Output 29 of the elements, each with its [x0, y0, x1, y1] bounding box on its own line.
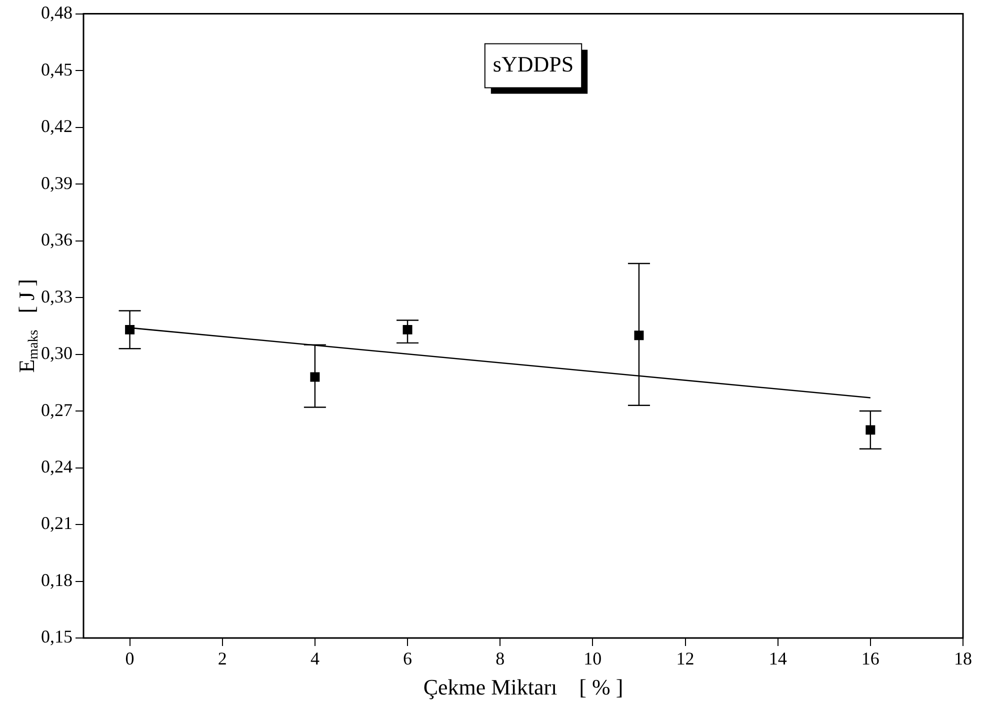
y-tick-label: 0,33: [41, 286, 72, 306]
y-tick-label: 0,48: [41, 2, 72, 23]
x-tick-label: 0: [125, 648, 134, 669]
y-tick-label: 0,42: [41, 116, 72, 136]
y-tick-label: 0,30: [41, 343, 72, 364]
x-tick-label: 14: [768, 648, 787, 669]
x-tick-label: 18: [954, 648, 972, 669]
x-axis-title: Çekme Miktarı [ % ]: [423, 674, 624, 700]
point: [866, 425, 876, 435]
point: [310, 372, 320, 382]
x-tick-label: 6: [403, 648, 412, 669]
y-tick-label: 0,39: [41, 172, 72, 193]
y-axis-title: Emaks [ J ]: [14, 279, 42, 373]
y-tick-label: 0,45: [41, 59, 72, 80]
y-tick-label: 0,24: [41, 456, 72, 476]
x-tick-label: 12: [676, 648, 694, 669]
x-tick-label: 2: [218, 648, 227, 669]
x-tick-label: 16: [861, 648, 880, 669]
y-tick-label: 0,21: [41, 513, 72, 534]
x-tick-label: 4: [310, 648, 320, 669]
y-tick-label: 0,15: [41, 626, 72, 647]
x-tick-label: 10: [584, 648, 602, 669]
point: [634, 330, 644, 340]
y-tick-label: 0,27: [41, 400, 72, 420]
y-tick-label: 0,18: [41, 570, 72, 590]
y-tick-label: 0,36: [41, 230, 72, 250]
x-tick-label: 8: [496, 648, 505, 669]
point: [402, 324, 412, 334]
annotation: sYDDPS: [492, 52, 574, 77]
